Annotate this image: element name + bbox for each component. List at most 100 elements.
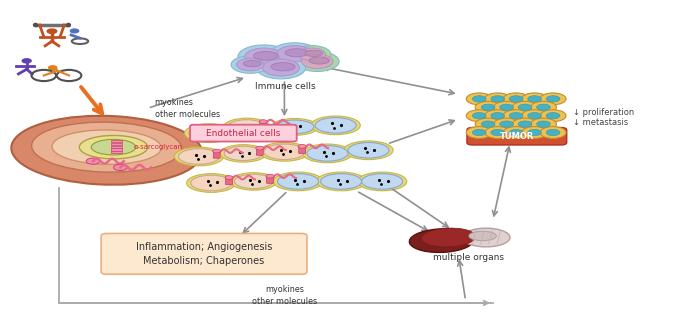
Circle shape	[485, 126, 511, 138]
Text: ↓ proliferation: ↓ proliferation	[573, 108, 634, 117]
Ellipse shape	[315, 118, 356, 133]
Ellipse shape	[362, 174, 403, 189]
Ellipse shape	[307, 146, 348, 161]
Text: Endothelial cells: Endothelial cells	[206, 129, 281, 138]
Ellipse shape	[358, 172, 407, 191]
Ellipse shape	[253, 51, 278, 60]
Circle shape	[473, 129, 486, 136]
Circle shape	[494, 118, 519, 130]
Circle shape	[536, 121, 550, 127]
Ellipse shape	[188, 125, 229, 141]
FancyBboxPatch shape	[101, 233, 307, 274]
Circle shape	[546, 96, 560, 102]
Circle shape	[86, 158, 100, 164]
Circle shape	[262, 59, 299, 76]
Circle shape	[475, 118, 501, 130]
Circle shape	[546, 113, 560, 119]
Circle shape	[521, 93, 547, 105]
Ellipse shape	[186, 174, 236, 192]
Circle shape	[466, 126, 493, 138]
Circle shape	[473, 96, 486, 102]
Circle shape	[494, 101, 519, 113]
Circle shape	[518, 121, 532, 127]
Ellipse shape	[227, 120, 266, 134]
Ellipse shape	[66, 23, 71, 27]
Ellipse shape	[260, 142, 309, 161]
FancyBboxPatch shape	[223, 128, 230, 135]
Text: Inflammation; Angiogenesis
Metabolism; Chaperones: Inflammation; Angiogenesis Metabolism; C…	[136, 242, 272, 266]
Bar	[112, 151, 123, 153]
Text: ↓ metastasis: ↓ metastasis	[573, 118, 628, 127]
Circle shape	[540, 126, 566, 138]
Ellipse shape	[321, 174, 362, 189]
Ellipse shape	[91, 139, 136, 155]
Circle shape	[301, 54, 333, 69]
Circle shape	[540, 110, 566, 121]
Ellipse shape	[234, 174, 273, 189]
Circle shape	[259, 120, 267, 124]
Circle shape	[231, 56, 269, 73]
Bar	[112, 143, 123, 145]
Circle shape	[245, 48, 283, 65]
Circle shape	[510, 113, 523, 119]
Circle shape	[466, 93, 493, 105]
Ellipse shape	[178, 149, 219, 164]
Circle shape	[491, 113, 505, 119]
Circle shape	[466, 110, 493, 121]
Circle shape	[527, 113, 541, 119]
Ellipse shape	[223, 118, 270, 136]
Ellipse shape	[309, 57, 329, 64]
Circle shape	[491, 129, 505, 136]
Circle shape	[298, 145, 306, 148]
Circle shape	[518, 104, 532, 110]
Ellipse shape	[311, 116, 360, 135]
Ellipse shape	[493, 132, 527, 136]
Circle shape	[530, 101, 556, 113]
Circle shape	[256, 56, 306, 79]
FancyBboxPatch shape	[266, 177, 273, 183]
Circle shape	[485, 93, 511, 105]
Circle shape	[503, 126, 529, 138]
Ellipse shape	[71, 29, 79, 33]
Ellipse shape	[190, 175, 232, 191]
Circle shape	[223, 126, 231, 130]
Circle shape	[114, 164, 127, 171]
Circle shape	[540, 93, 566, 105]
Ellipse shape	[421, 228, 475, 247]
Circle shape	[503, 110, 529, 121]
Ellipse shape	[47, 29, 57, 33]
Bar	[112, 140, 123, 142]
Circle shape	[225, 176, 233, 179]
Circle shape	[298, 48, 325, 60]
Circle shape	[271, 43, 319, 64]
Ellipse shape	[273, 172, 323, 191]
Circle shape	[546, 129, 560, 136]
Circle shape	[491, 96, 505, 102]
Ellipse shape	[469, 231, 497, 241]
Ellipse shape	[224, 146, 262, 161]
Circle shape	[295, 51, 339, 71]
FancyBboxPatch shape	[467, 127, 566, 145]
FancyBboxPatch shape	[213, 151, 220, 158]
Text: myokines
other molecules: myokines other molecules	[155, 98, 220, 119]
Circle shape	[266, 174, 274, 178]
Circle shape	[277, 46, 312, 62]
Ellipse shape	[243, 60, 261, 67]
Circle shape	[482, 121, 495, 127]
Circle shape	[527, 96, 541, 102]
Circle shape	[473, 113, 486, 119]
Circle shape	[521, 110, 547, 121]
Circle shape	[512, 118, 538, 130]
Ellipse shape	[12, 116, 202, 185]
FancyBboxPatch shape	[256, 148, 263, 155]
Text: Immune cells: Immune cells	[256, 82, 316, 91]
Ellipse shape	[264, 144, 305, 160]
Circle shape	[485, 110, 511, 121]
Circle shape	[510, 129, 523, 136]
Circle shape	[530, 118, 556, 130]
FancyBboxPatch shape	[260, 122, 266, 129]
Ellipse shape	[79, 136, 148, 159]
Ellipse shape	[220, 145, 266, 162]
Circle shape	[500, 104, 513, 110]
Circle shape	[536, 104, 550, 110]
